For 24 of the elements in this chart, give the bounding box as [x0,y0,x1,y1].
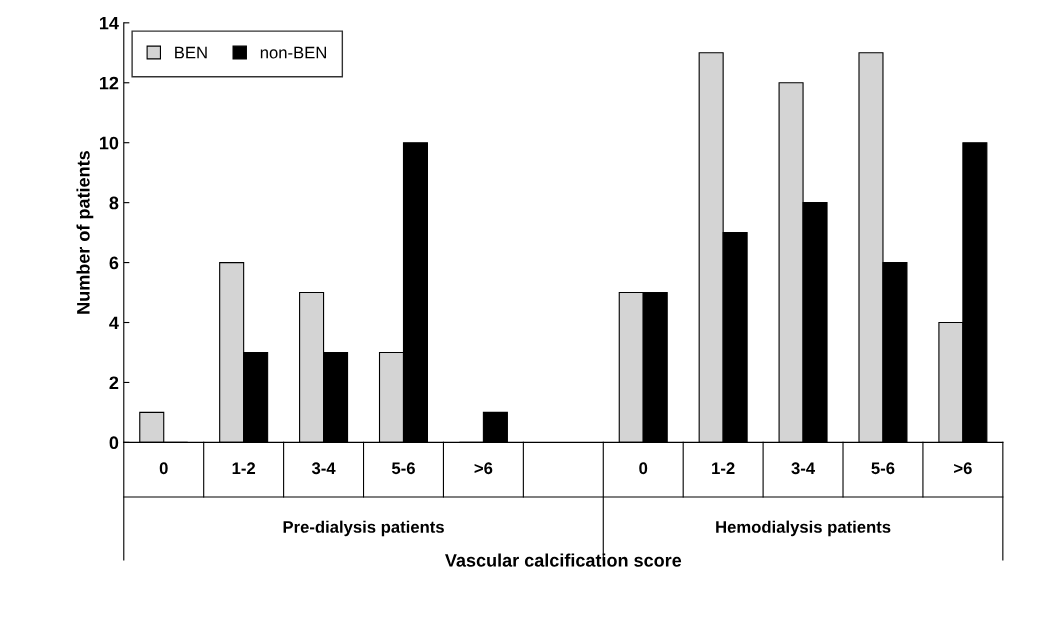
y-tick-label: 12 [99,76,119,90]
y-tick-label: 0 [109,436,119,450]
x-tick-label: 5-6 [391,462,415,475]
legend-label: BEN [175,46,207,59]
x-tick-label: 0 [639,462,648,475]
x-tick-label: >6 [954,462,972,475]
x-axis-title: Vascular calcification score [445,553,682,567]
x-tick-label: 3-4 [791,462,816,475]
y-tick-label: 14 [99,16,119,30]
y-tick-label: 2 [109,376,119,389]
x-tick-label: >6 [474,462,493,475]
text: Hemodialysis patients [716,520,891,537]
x-tick-label: 1-2 [232,462,256,474]
x-tick-label: 1-2 [712,462,735,474]
y-tick-label: 4 [109,316,119,330]
x-tick-label: 0 [159,462,168,475]
x-tick-label: 5-6 [871,462,895,475]
y-tick-label: 10 [99,136,119,150]
x-tick-label: 3-4 [311,462,336,475]
y-axis-title: Number of patients [76,151,94,314]
text: Pre-dialysis patients [283,520,444,537]
legend-label: non-BEN [260,46,326,59]
y-tick-label: 6 [109,256,119,270]
y-tick-label: 8 [109,196,119,210]
